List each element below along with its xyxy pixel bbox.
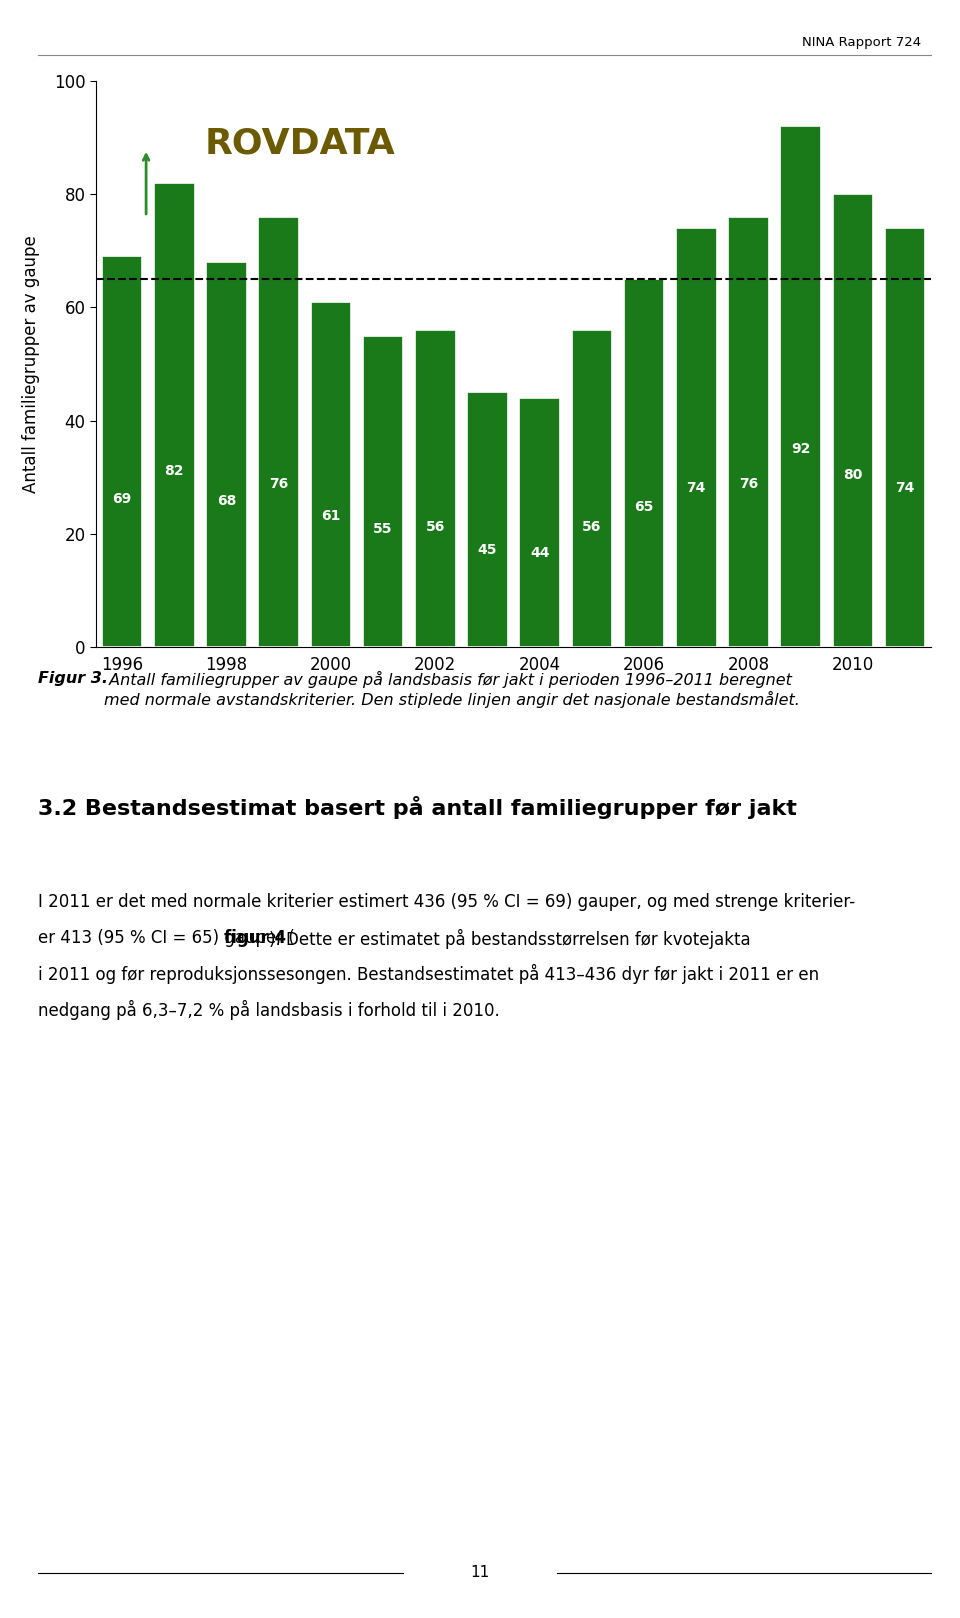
Text: 74: 74 <box>896 481 915 495</box>
Bar <box>258 217 300 647</box>
Text: 80: 80 <box>843 468 863 482</box>
Text: 44: 44 <box>530 545 549 560</box>
Bar <box>206 262 247 647</box>
Bar <box>468 393 508 647</box>
Text: er 413 (95 % CI = 65) gauper (: er 413 (95 % CI = 65) gauper ( <box>38 929 295 947</box>
Text: 76: 76 <box>739 477 758 490</box>
Text: NINA Rapport 724: NINA Rapport 724 <box>803 36 922 49</box>
Text: 92: 92 <box>791 442 810 456</box>
Text: nedgang på 6,3–7,2 % på landsbasis i forhold til i 2010.: nedgang på 6,3–7,2 % på landsbasis i for… <box>38 1000 500 1019</box>
Bar <box>415 330 456 647</box>
Text: 74: 74 <box>686 481 706 495</box>
Text: 11: 11 <box>470 1565 490 1581</box>
Text: i 2011 og før reproduksjonssesongen. Bestandsestimatet på 413–436 dyr før jakt i: i 2011 og før reproduksjonssesongen. Bes… <box>38 964 820 984</box>
Text: ROVDATA: ROVDATA <box>204 126 396 160</box>
Text: 68: 68 <box>217 493 236 508</box>
Text: 3.2 Bestandsestimat basert på antall familiegrupper før jakt: 3.2 Bestandsestimat basert på antall fam… <box>38 796 797 819</box>
Bar <box>728 217 769 647</box>
Text: ). Dette er estimatet på bestandsstørrelsen før kvotejakta: ). Dette er estimatet på bestandsstørrel… <box>269 929 751 948</box>
Text: Antall familiegrupper av gaupe på landsbasis før jakt i perioden 1996–2011 bereg: Antall familiegrupper av gaupe på landsb… <box>104 671 800 709</box>
Bar <box>780 126 821 647</box>
Text: Figur 3.: Figur 3. <box>38 671 108 686</box>
Bar <box>676 228 717 647</box>
Text: 82: 82 <box>164 464 184 477</box>
Text: 61: 61 <box>322 510 341 523</box>
Bar <box>154 183 195 647</box>
Bar <box>885 228 925 647</box>
Bar <box>363 337 403 647</box>
Text: I 2011 er det med normale kriterier estimert 436 (95 % CI = 69) gauper, og med s: I 2011 er det med normale kriterier esti… <box>38 893 855 911</box>
Text: figur 4: figur 4 <box>224 929 286 947</box>
Bar <box>832 194 874 647</box>
Bar <box>310 303 351 647</box>
Text: 65: 65 <box>635 500 654 515</box>
Text: 56: 56 <box>425 519 445 534</box>
Text: 56: 56 <box>582 519 602 534</box>
Bar <box>571 330 612 647</box>
Text: 45: 45 <box>478 544 497 557</box>
Text: 55: 55 <box>373 523 393 536</box>
Bar <box>102 257 142 647</box>
Text: 69: 69 <box>112 492 132 506</box>
Bar <box>519 398 560 647</box>
Text: 76: 76 <box>269 477 288 490</box>
Y-axis label: Antall familiegrupper av gaupe: Antall familiegrupper av gaupe <box>22 235 40 493</box>
Bar <box>624 280 664 647</box>
